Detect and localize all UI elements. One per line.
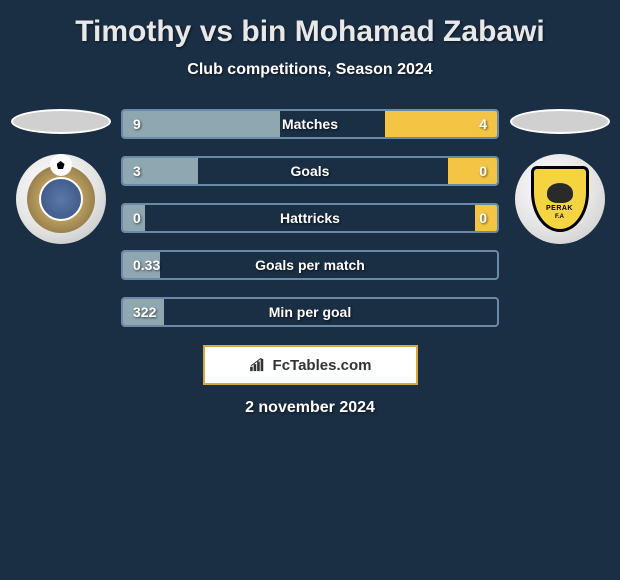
soccer-ball-icon (50, 154, 72, 176)
right-column: PERAK F.A (507, 109, 612, 244)
right-team-crest: PERAK F.A (515, 154, 605, 244)
footer: FcTables.com 2 november 2024 (203, 345, 418, 417)
stat-row: 322 Min per goal (121, 297, 499, 327)
shield-icon: PERAK F.A (531, 166, 589, 232)
main-row: 9 Matches 4 3 Goals 0 0 Hattricks 0 0.33 Goals per… (0, 109, 620, 327)
right-value: 0 (479, 210, 487, 226)
stat-row: 9 Matches 4 (121, 109, 499, 139)
right-value: 0 (479, 163, 487, 179)
page-title: Timothy vs bin Mohamad Zabawi (75, 15, 545, 49)
left-value: 3 (133, 163, 141, 179)
brand-link[interactable]: FcTables.com (203, 345, 418, 385)
tiger-icon (547, 183, 573, 203)
left-value: 0 (133, 210, 141, 226)
metric-label: Hattricks (280, 210, 340, 226)
metric-label: Goals (291, 163, 330, 179)
left-team-crest (16, 154, 106, 244)
right-value: 4 (479, 116, 487, 132)
right-ellipse-placeholder (510, 109, 610, 134)
metric-label: Min per goal (269, 304, 351, 320)
subtitle: Club competitions, Season 2024 (187, 61, 432, 79)
metric-label: Goals per match (255, 257, 365, 273)
barchart-icon (249, 358, 267, 372)
shield-sublabel: F.A (555, 214, 564, 220)
right-bar-fill (448, 158, 497, 184)
left-value: 0.33 (133, 257, 160, 273)
date-text: 2 november 2024 (245, 399, 375, 417)
comparison-bars: 9 Matches 4 3 Goals 0 0 Hattricks 0 0.33 Goals per… (113, 109, 507, 327)
left-ellipse-placeholder (11, 109, 111, 134)
crest-center (39, 177, 83, 221)
metric-label: Matches (282, 116, 338, 132)
stat-row: 0 Hattricks 0 (121, 203, 499, 233)
left-bar-fill (123, 111, 280, 137)
left-column (8, 109, 113, 244)
stat-row: 3 Goals 0 (121, 156, 499, 186)
infographic-container: Timothy vs bin Mohamad Zabawi Club compe… (0, 0, 620, 427)
stat-row: 0.33 Goals per match (121, 250, 499, 280)
left-value: 9 (133, 116, 141, 132)
brand-text: FcTables.com (273, 357, 372, 374)
shield-label: PERAK (546, 205, 573, 212)
left-value: 322 (133, 304, 156, 320)
